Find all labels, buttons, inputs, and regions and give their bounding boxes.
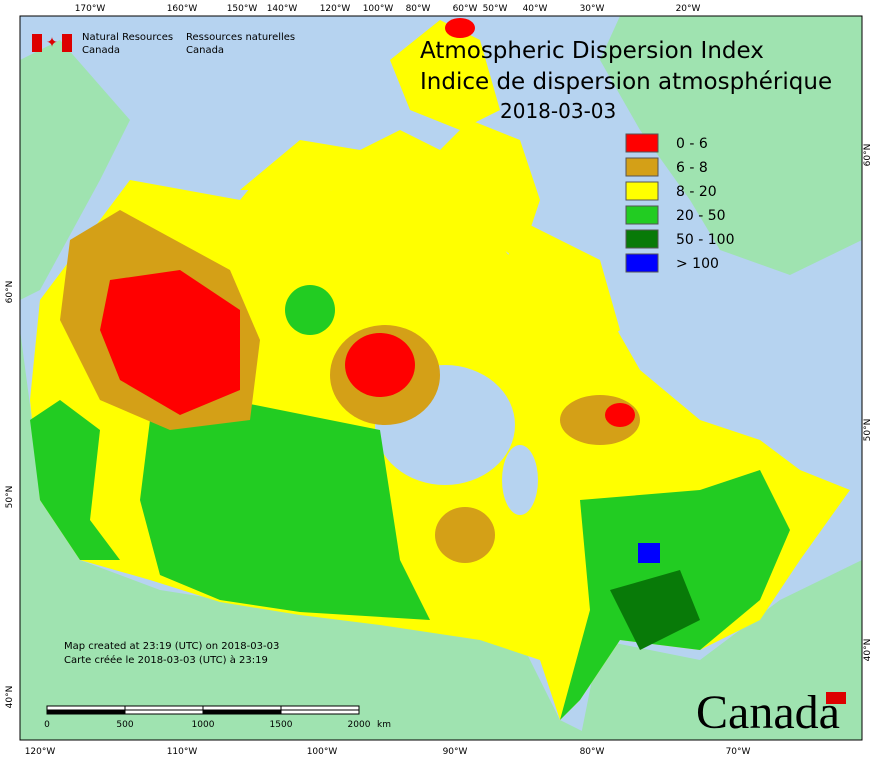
legend-swatch	[625, 205, 659, 225]
bottom-label: 70°W	[726, 747, 751, 757]
title: Indice de dispersion atmosphérique	[420, 69, 832, 95]
graticule-labels: 170°W 160°W 150°W 140°W 120°W 100°W 80°W 60°W 50…	[5, 4, 873, 757]
header: Natural Resources Canada Ressources nature…	[64, 32, 846, 739]
james-bay	[502, 445, 538, 515]
usa	[20, 330, 600, 740]
legend-swatch	[625, 253, 659, 273]
scale-segment	[46, 709, 126, 715]
blue-patch	[638, 543, 660, 563]
ellesmere	[390, 20, 500, 130]
left-label: 50°N	[5, 486, 15, 509]
title: Atmospheric Dispersion Index	[420, 38, 764, 64]
quebec-red	[605, 403, 635, 427]
wordmark: Canada	[696, 686, 840, 739]
legend-label: 8 - 20	[676, 184, 717, 200]
legend-label: 50 - 100	[676, 232, 735, 248]
scale-segment	[124, 709, 204, 715]
scale-label: 0	[44, 720, 50, 730]
scale-bar: 0 500 1000 1500 2000 km	[44, 705, 391, 730]
bc-green	[30, 400, 120, 560]
scale-segment	[202, 705, 282, 711]
usa-east	[580, 560, 862, 740]
baffin	[500, 220, 620, 360]
legend-swatch	[625, 157, 659, 177]
top-label: 50°W	[483, 4, 508, 14]
left-label: 40°N	[5, 686, 15, 709]
legend-label: 20 - 50	[676, 208, 726, 224]
scale-label: 1500	[270, 720, 293, 730]
date: 2018-03-03	[500, 99, 616, 123]
top-label: 30°W	[580, 4, 605, 14]
scale-segment	[124, 705, 204, 711]
footer: Carte créée le 2018-03-03 (UTC) à 23:19	[64, 654, 268, 666]
flag-left	[32, 34, 42, 52]
scale-unit: km	[377, 720, 391, 730]
left-label: 60°N	[5, 281, 15, 304]
alaska	[20, 40, 130, 300]
top-label: 20°W	[676, 4, 701, 14]
scale-label: 2000	[348, 720, 371, 730]
east-dark-green	[610, 570, 700, 650]
agency-fr: Canada	[186, 45, 224, 56]
legend-swatch	[625, 181, 659, 201]
legend: 0 - 6 6 - 8 8 - 20 20 - 50 50 - 100 > 100	[625, 133, 735, 273]
scale-segment	[46, 705, 126, 711]
bottom-label: 90°W	[443, 747, 468, 757]
top-label: 60°W	[453, 4, 478, 14]
scale-segment	[202, 709, 282, 715]
footer: Map created at 23:19 (UTC) on 2018-03-03	[64, 641, 279, 652]
map-frame	[19, 15, 863, 741]
scale-segment	[280, 705, 360, 711]
right-label: 40°N	[863, 639, 873, 662]
nw-red	[100, 270, 240, 415]
prairie-green	[140, 400, 430, 620]
top-label: 150°W	[227, 4, 258, 14]
top-label: 140°W	[267, 4, 298, 14]
agency-en: Canada	[82, 45, 120, 56]
wordmark-flag	[826, 692, 846, 704]
central-red	[345, 333, 415, 397]
bottom-label: 110°W	[167, 747, 198, 757]
top-label: 120°W	[320, 4, 351, 14]
legend-label: 6 - 8	[676, 160, 708, 176]
flag-leaf: ✦	[46, 35, 58, 51]
greenland	[600, 16, 862, 275]
top-label: 170°W	[75, 4, 106, 14]
bottom-label: 100°W	[307, 747, 338, 757]
flag-right	[62, 34, 72, 52]
agency-fr: Ressources naturelles	[186, 32, 295, 43]
legend-swatch	[625, 229, 659, 249]
frame	[19, 15, 863, 741]
top-label: 160°W	[167, 4, 198, 14]
top-label: 80°W	[406, 4, 431, 14]
legend-swatch	[625, 133, 659, 153]
ontario-orange	[435, 507, 495, 563]
arctic-green	[285, 285, 335, 335]
bottom-label: 120°W	[25, 747, 56, 757]
right-label: 60°N	[863, 144, 873, 167]
legend-label: 0 - 6	[676, 136, 708, 152]
top-label: 100°W	[363, 4, 394, 14]
arctic-islands	[240, 120, 540, 260]
right-label: 50°N	[863, 419, 873, 442]
agency-en: Natural Resources	[82, 32, 173, 43]
bottom-label: 80°W	[580, 747, 605, 757]
top-label: 40°W	[523, 4, 548, 14]
north-red	[445, 18, 475, 38]
scale-segment	[280, 709, 360, 715]
scale-label: 1000	[192, 720, 215, 730]
legend-label: > 100	[676, 256, 719, 272]
scale-label: 500	[116, 720, 133, 730]
